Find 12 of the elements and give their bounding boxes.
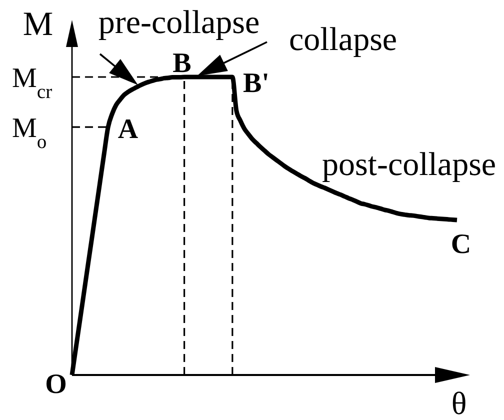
ref-line-label: M$_{o}$ [12, 113, 47, 153]
ref-line-label: M$_{cr}$ [12, 63, 53, 102]
annotation: C [450, 229, 472, 260]
x-axis-title: θ [451, 385, 467, 420]
annotation: post-collapse [322, 147, 496, 183]
annotation: B [172, 48, 192, 79]
text: O [45, 369, 67, 400]
y-axis-title: M [22, 6, 54, 43]
text: pre-collapse [98, 5, 260, 41]
text: collapse [288, 22, 398, 58]
annotation: B' [243, 68, 270, 99]
annotation: A [118, 114, 139, 145]
